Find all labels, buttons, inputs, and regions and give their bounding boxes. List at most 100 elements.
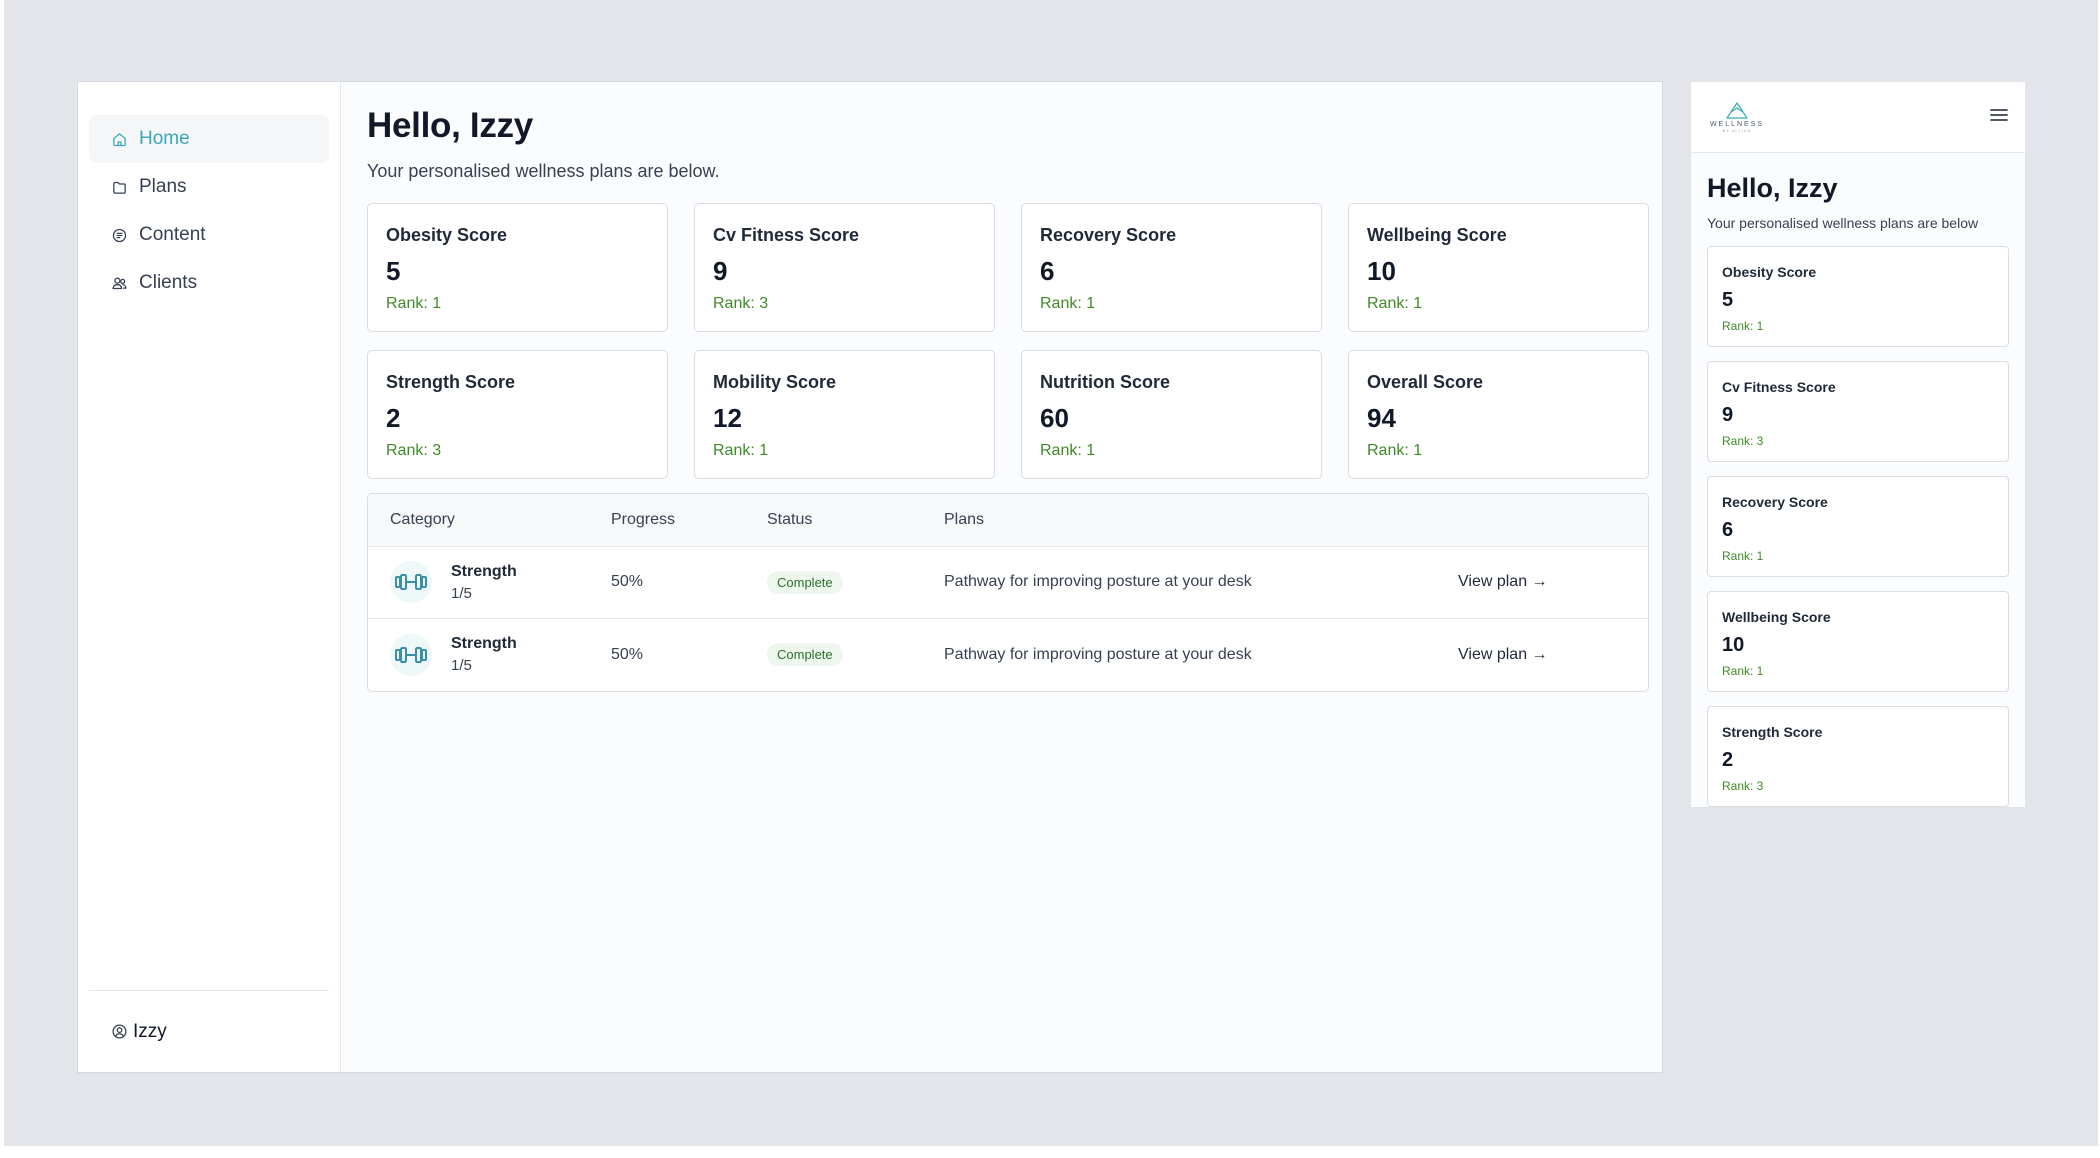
dumbbell-icon [390, 561, 432, 603]
score-label: Nutrition Score [1040, 371, 1171, 392]
score-rank: Rank: 1 [1040, 441, 1096, 459]
score-rank: Rank: 1 [713, 441, 769, 459]
score-card-strength: Strength Score 2 Rank: 3 [367, 349, 668, 479]
score-value: 6 [1040, 255, 1055, 286]
score-label: Recovery Score [1722, 494, 1828, 510]
score-card-obesity: Obesity Score 5 Rank: 1 [367, 202, 668, 332]
status-cell: Complete [767, 643, 944, 666]
mobile-score-card-wellbeing: Wellbeing Score 10 Rank: 1 [1707, 591, 2009, 692]
column-header-plans: Plans [944, 510, 985, 528]
plan-cell: Pathway for improving posture at your de… [944, 645, 1252, 663]
score-label: Strength Score [1722, 724, 1823, 740]
category-count: 1/5 [451, 657, 472, 674]
column-header-progress: Progress [611, 510, 676, 528]
category-count: 1/5 [451, 584, 472, 602]
status-badge: Complete [767, 570, 843, 594]
wellness-logo[interactable]: WELLNESS BY ALTIUS [1707, 101, 1767, 133]
brand-sub: BY ALTIUS [1722, 127, 1752, 133]
score-rank: Rank: 3 [1722, 434, 1764, 448]
score-rank: Rank: 1 [1040, 294, 1096, 312]
table-header: Category Progress Status Plans [368, 493, 1648, 547]
sidebar-item-home[interactable]: Home [89, 115, 329, 163]
category-name: Strength [451, 562, 517, 580]
score-label: Recovery Score [1040, 224, 1177, 245]
user-avatar-icon [112, 1024, 127, 1039]
score-rank: Rank: 1 [386, 294, 442, 312]
sidebar: Home Plans Content Clients Izzy [78, 82, 341, 1072]
table-row: Strength 1/5 50% Complete Pathway for im… [368, 619, 1648, 691]
column-header-category: Category [390, 510, 455, 528]
desktop-window: Home Plans Content Clients Izzy Hello, I… [77, 81, 1663, 1073]
score-label: Obesity Score [1722, 264, 1817, 280]
status-cell: Complete [767, 570, 944, 594]
category-cell: Strength 1/5 [368, 561, 611, 603]
hamburger-menu-button[interactable] [1989, 106, 2009, 129]
mobile-score-card-cv-fitness: Cv Fitness Score 9 Rank: 3 [1707, 361, 2009, 462]
plan-cell: Pathway for improving posture at your de… [944, 573, 1252, 590]
sidebar-item-clients[interactable]: Clients [89, 259, 329, 307]
category-cell: Strength 1/5 [368, 633, 611, 676]
score-value: 6 [1722, 519, 1734, 541]
users-icon [111, 275, 128, 292]
score-value: 2 [1722, 749, 1734, 771]
sidebar-item-label: Content [139, 224, 206, 245]
score-rank: Rank: 3 [713, 294, 769, 312]
score-card-overall: Overall Score 94 Rank: 1 [1348, 349, 1649, 479]
score-value: 2 [386, 402, 401, 433]
folder-icon [111, 179, 128, 196]
score-value: 9 [1722, 404, 1734, 426]
page-title: Hello, Izzy [367, 106, 533, 145]
mobile-page-subtitle: Your personalised wellness plans are bel… [1707, 215, 1979, 231]
score-value: 9 [713, 255, 728, 286]
score-value: 10 [1722, 634, 1745, 656]
score-rank: Rank: 1 [1722, 664, 1764, 678]
score-label: Wellbeing Score [1722, 609, 1831, 625]
sidebar-item-plans[interactable]: Plans [89, 163, 329, 211]
user-menu[interactable]: Izzy [89, 990, 329, 1072]
mobile-score-card-obesity: Obesity Score 5 Rank: 1 [1707, 246, 2009, 347]
category-name: Strength [451, 635, 517, 652]
score-rank: Rank: 3 [1722, 779, 1764, 793]
score-label: Mobility Score [713, 371, 837, 392]
score-card-recovery: Recovery Score 6 Rank: 1 [1021, 202, 1322, 332]
score-card-wellbeing: Wellbeing Score 10 Rank: 1 [1348, 202, 1649, 332]
score-value: 12 [713, 402, 742, 433]
sidebar-item-label: Clients [139, 272, 198, 293]
score-label: Wellbeing Score [1367, 224, 1507, 245]
mobile-body: Hello, Izzy Your personalised wellness p… [1691, 153, 2025, 807]
score-card-cv-fitness: Cv Fitness Score 9 Rank: 3 [694, 202, 995, 332]
sidebar-item-content[interactable]: Content [89, 211, 329, 259]
score-value: 60 [1040, 402, 1069, 433]
score-label: Strength Score [386, 371, 516, 392]
score-card-mobility: Mobility Score 12 Rank: 1 [694, 349, 995, 479]
progress-cell: 50% [611, 573, 644, 590]
plans-table: Category Progress Status Plans Strength … [367, 492, 1649, 692]
score-card-nutrition: Nutrition Score 60 Rank: 1 [1021, 349, 1322, 479]
view-plan-link[interactable]: View plan → [1458, 645, 1548, 663]
mountain-logo-icon [1726, 101, 1748, 119]
score-rank: Rank: 1 [1367, 294, 1423, 312]
view-plan-link[interactable]: View plan → [1458, 573, 1548, 590]
score-label: Cv Fitness Score [1722, 379, 1836, 395]
score-grid: Obesity Score 5 Rank: 1 Cv Fitness Score… [367, 202, 1649, 479]
score-rank: Rank: 1 [1722, 549, 1764, 563]
status-badge: Complete [767, 643, 843, 666]
score-rank: Rank: 1 [1367, 441, 1423, 459]
score-label: Cv Fitness Score [713, 224, 860, 245]
score-label: Obesity Score [386, 224, 508, 245]
mobile-score-card-strength: Strength Score 2 Rank: 3 [1707, 706, 2009, 807]
score-value: 10 [1367, 255, 1396, 286]
main-content: Hello, Izzy Your personalised wellness p… [341, 82, 1662, 1072]
progress-cell: 50% [611, 645, 644, 663]
mobile-header: WELLNESS BY ALTIUS [1691, 82, 2025, 153]
table-row: Strength 1/5 50% Complete Pathway for im… [368, 547, 1648, 619]
score-value: 5 [1722, 289, 1734, 311]
score-value: 94 [1367, 402, 1396, 433]
page-subtitle: Your personalised wellness plans are bel… [367, 160, 720, 181]
score-rank: Rank: 3 [386, 441, 442, 459]
score-rank: Rank: 1 [1722, 319, 1764, 333]
mobile-score-card-recovery: Recovery Score 6 Rank: 1 [1707, 476, 2009, 577]
content-icon [111, 227, 128, 244]
mobile-page-title: Hello, Izzy [1707, 173, 1838, 203]
sidebar-item-label: Plans [139, 176, 187, 197]
